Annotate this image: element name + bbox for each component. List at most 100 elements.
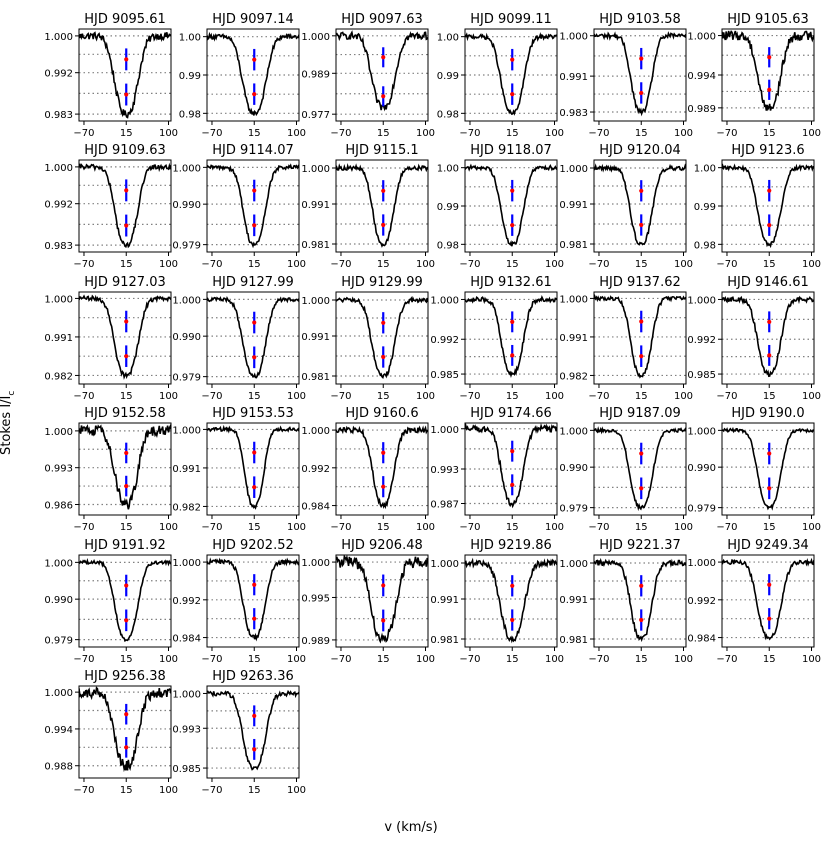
data-point	[767, 486, 772, 491]
data-point	[510, 353, 515, 358]
panel-title: HJD 9115.1	[345, 143, 418, 158]
panel-plot-area	[594, 163, 686, 246]
y-tick-label: 0.983	[559, 108, 588, 119]
panel: HJD 9127.99 1.000 0.990 0.979−70 15 100	[172, 275, 306, 402]
x-tick-label: 15	[635, 654, 648, 665]
stokes-profile-line	[465, 31, 557, 116]
panel-plot-area	[594, 31, 686, 117]
y-tick-label: 1.000	[44, 294, 73, 305]
stokes-profile-line	[79, 686, 171, 773]
stokes-profile-line	[722, 557, 814, 641]
data-point	[639, 583, 644, 588]
x-tick-label: −70	[73, 259, 94, 270]
x-tick-label: −70	[201, 391, 222, 402]
panel: HJD 9114.07 1.000 0.990 0.979−70 15 100	[172, 143, 306, 270]
panel: HJD 9095.61 1.000 0.992 0.983−70 15 100	[44, 12, 178, 139]
panel-title: HJD 9127.99	[212, 275, 294, 290]
x-tick-label: 15	[763, 391, 776, 402]
x-tick-label: −70	[588, 654, 609, 665]
x-tick-label: 15	[248, 259, 261, 270]
x-tick-label: −70	[330, 522, 351, 533]
x-tick-label: 100	[416, 391, 435, 402]
x-tick-label: 100	[287, 522, 306, 533]
x-tick-label: 100	[802, 391, 821, 402]
y-tick-label: 0.98	[694, 240, 716, 251]
panel-plot-area	[465, 557, 557, 644]
stokes-profile-line	[207, 295, 299, 379]
stokes-profile-line	[465, 295, 557, 378]
axes-frame	[335, 28, 429, 122]
x-tick-label: 100	[802, 128, 821, 139]
data-point	[124, 583, 129, 588]
data-point	[124, 319, 129, 324]
y-tick-label: 0.98	[437, 240, 459, 251]
panel-title: HJD 9160.6	[345, 406, 418, 421]
x-tick-label: 15	[248, 522, 261, 533]
panel: HJD 9152.58 1.000 0.993 0.986−70 15 100	[44, 406, 178, 533]
panel-title: HJD 9137.62	[599, 275, 681, 290]
panel-title: HJD 9123.6	[731, 143, 804, 158]
stokes-profile-line	[465, 423, 557, 509]
data-point	[767, 582, 772, 587]
panel: HJD 9103.58 1.000 0.991 0.983−70 15 100	[559, 12, 693, 139]
panel-title: HJD 9206.48	[341, 538, 423, 553]
panel: HJD 9105.63 1.000 0.994 0.989 −70 15 100	[687, 12, 821, 139]
y-tick-label: 0.99	[437, 202, 459, 213]
data-point	[381, 94, 386, 99]
panel: HJD 9190.0 1.000 0.990 0.979−70 15 100	[687, 406, 821, 533]
data-point	[639, 90, 644, 96]
panel-title: HJD 9152.58	[84, 406, 166, 421]
x-tick-label: −70	[459, 654, 480, 665]
stokes-profile-line	[207, 424, 299, 510]
panel-plot-area	[207, 163, 299, 249]
y-tick-label: 1.000	[430, 425, 459, 436]
y-tick-label: 0.989	[301, 69, 330, 80]
x-tick-label: 100	[159, 785, 178, 796]
axes-frame	[78, 554, 172, 648]
x-tick-label: 100	[416, 522, 435, 533]
y-tick-label: 0.979	[687, 504, 716, 515]
axes-frame	[593, 159, 687, 253]
stokes-profile-line	[336, 555, 428, 644]
x-tick-label: −70	[588, 391, 609, 402]
y-tick-label: 1.000	[44, 688, 73, 699]
y-tick-label: 1.000	[559, 164, 588, 175]
x-tick-label: 15	[377, 391, 390, 402]
y-tick-label: 0.982	[172, 502, 201, 513]
data-point	[124, 92, 129, 97]
data-point	[252, 57, 257, 62]
panel: HJD 9219.86 1.000 0.991 0.981−70 15 100	[430, 538, 564, 665]
data-point	[381, 55, 386, 60]
x-tick-label: −70	[716, 654, 737, 665]
data-point	[639, 188, 644, 193]
x-tick-label: 100	[159, 391, 178, 402]
x-tick-label: 100	[416, 654, 435, 665]
x-tick-label: −70	[330, 391, 351, 402]
panel-plot-area	[336, 163, 428, 248]
x-tick-label: 100	[545, 391, 564, 402]
y-tick-label: 0.985	[687, 370, 716, 381]
panel-plot-area	[79, 162, 171, 249]
x-tick-label: 100	[545, 259, 564, 270]
panel: HJD 9153.53 1.000 0.991 0.982−70 15 100	[172, 406, 306, 533]
panel-title: HJD 9187.09	[599, 406, 681, 421]
y-tick-label: 0.994	[687, 71, 716, 82]
panel: HJD 9256.38 1.000 0.994 0.988 −70 15 100	[44, 669, 178, 796]
data-point	[252, 616, 257, 621]
y-tick-label: 0.99	[437, 71, 459, 82]
data-point	[639, 319, 644, 324]
axes-frame	[593, 291, 687, 385]
data-point	[639, 486, 644, 491]
x-tick-label: 100	[287, 259, 306, 270]
panel-title: HJD 9103.58	[599, 12, 681, 27]
panel: HJD 9137.62 1.000 0.991 0.982−70 15 100	[559, 275, 693, 402]
y-tick-label: 1.000	[172, 295, 201, 306]
panel-title: HJD 9191.92	[84, 538, 166, 553]
axes-frame	[593, 28, 687, 122]
x-tick-label: 15	[506, 391, 519, 402]
y-tick-label: 0.979	[44, 636, 73, 647]
y-tick-label: 1.000	[301, 426, 330, 437]
x-tick-label: 100	[545, 654, 564, 665]
panel: HJD 9115.1 1.000 0.991 0.981−70 15 100	[301, 143, 435, 270]
data-point	[381, 484, 386, 489]
